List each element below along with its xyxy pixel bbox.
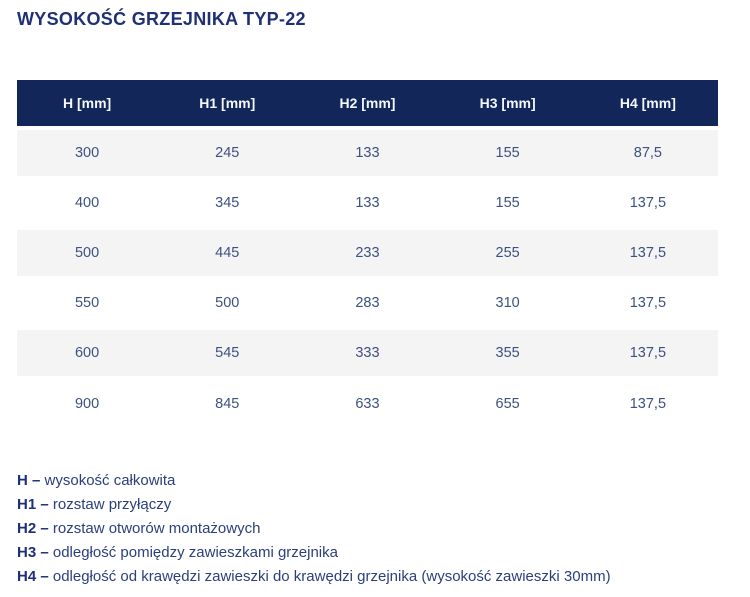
column-header-h4: H4 [mm] (577, 80, 718, 128)
legend-desc: odległość od krawędzi zawieszki do krawę… (52, 568, 611, 585)
table-cell: 245 (157, 126, 298, 180)
legend-term: H4 – (17, 568, 49, 585)
legend: H – wysokość całkowita H1 – rozstaw przy… (17, 469, 734, 589)
radiator-height-table: H [mm] H1 [mm] H2 [mm] H3 [mm] H4 [mm] 3… (17, 80, 718, 428)
column-header-h3: H3 [mm] (437, 80, 578, 128)
table-row: 400 345 133 155 137,5 (17, 178, 718, 228)
legend-term: H3 – (17, 544, 49, 561)
table-cell: 333 (297, 326, 438, 380)
table-cell: 445 (157, 226, 298, 280)
table-cell: 550 (17, 278, 158, 328)
table-row: 600 545 333 355 137,5 (17, 326, 718, 380)
legend-desc: rozstaw przyłączy (52, 496, 172, 513)
table-cell: 137,5 (577, 178, 718, 228)
table-cell: 900 (17, 378, 158, 428)
table-cell: 137,5 (577, 226, 718, 280)
table-row: 500 445 233 255 137,5 (17, 226, 718, 280)
table-row: 900 845 633 655 137,5 (17, 378, 718, 428)
table-cell: 133 (297, 178, 438, 228)
table-row: 550 500 283 310 137,5 (17, 278, 718, 328)
table-cell: 845 (157, 378, 298, 428)
table-cell: 133 (297, 126, 438, 180)
table-cell: 355 (437, 326, 578, 380)
table-cell: 500 (17, 226, 158, 280)
column-header-h2: H2 [mm] (297, 80, 438, 128)
table-cell: 655 (437, 378, 578, 428)
page-title: WYSOKOŚĆ GRZEJNIKA TYP-22 (17, 9, 306, 29)
table-cell: 155 (437, 178, 578, 228)
table-cell: 633 (297, 378, 438, 428)
table-cell: 310 (437, 278, 578, 328)
legend-item-h1: H1 – rozstaw przyłączy (17, 493, 734, 517)
legend-term: H – (17, 472, 41, 489)
legend-item-h2: H2 – rozstaw otworów montażowych (17, 517, 734, 541)
legend-item-h4: H4 – odległość od krawędzi zawieszki do … (17, 565, 734, 589)
legend-item-h: H – wysokość całkowita (17, 469, 734, 493)
table-cell: 155 (437, 126, 578, 180)
legend-desc: wysokość całkowita (44, 472, 176, 489)
table-header-row: H [mm] H1 [mm] H2 [mm] H3 [mm] H4 [mm] (17, 80, 718, 128)
table-cell: 300 (17, 126, 158, 180)
table-cell: 345 (157, 178, 298, 228)
table-cell: 283 (297, 278, 438, 328)
table-cell: 137,5 (577, 378, 718, 428)
legend-desc: odległość pomiędzy zawieszkami grzejnika (52, 544, 338, 561)
table-cell: 400 (17, 178, 158, 228)
column-header-h1: H1 [mm] (157, 80, 298, 128)
column-header-h: H [mm] (17, 80, 158, 128)
legend-item-h3: H3 – odległość pomiędzy zawieszkami grze… (17, 541, 734, 565)
table-cell: 233 (297, 226, 438, 280)
table-cell: 600 (17, 326, 158, 380)
table-cell: 137,5 (577, 278, 718, 328)
legend-term: H1 – (17, 496, 49, 513)
table-cell: 545 (157, 326, 298, 380)
legend-desc: rozstaw otworów montażowych (52, 520, 261, 537)
table-cell: 500 (157, 278, 298, 328)
table-cell: 137,5 (577, 326, 718, 380)
legend-term: H2 – (17, 520, 49, 537)
table-cell: 87,5 (577, 126, 718, 180)
table-row: 300 245 133 155 87,5 (17, 126, 718, 180)
table-cell: 255 (437, 226, 578, 280)
